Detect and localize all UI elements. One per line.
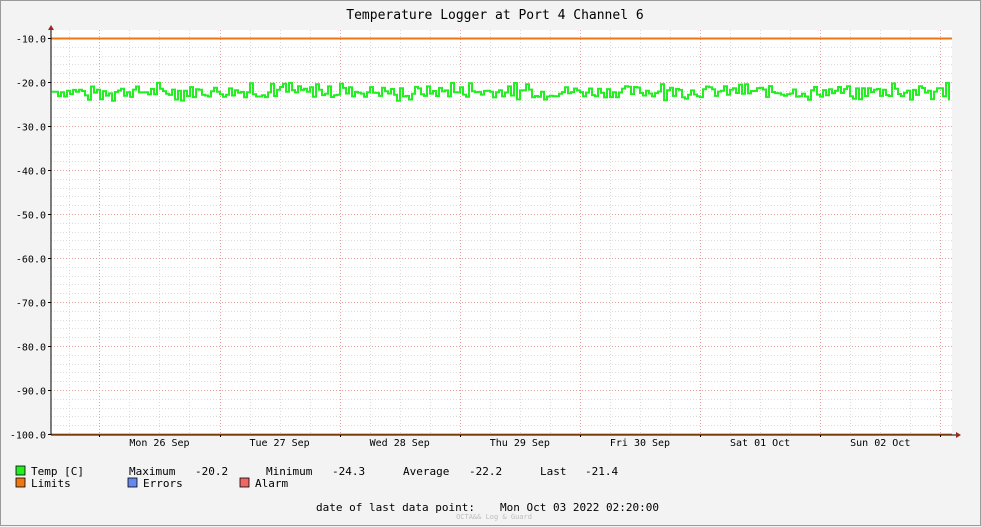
credit-watermark: OCTA&& Log & Guard: [456, 513, 532, 521]
y-axis-arrow: [48, 25, 54, 30]
y-tick-label: -30.0: [16, 123, 46, 134]
y-tick-label: -40.0: [16, 167, 46, 178]
stat-minimum-label: Minimum: [266, 465, 313, 478]
x-tick-label: Mon 26 Sep: [129, 438, 189, 449]
legend-swatch-errors: [127, 477, 138, 488]
stat-last-label: Last: [540, 465, 567, 478]
legend-swatch-temp: [15, 465, 26, 476]
stat-average-value: -22.2: [469, 465, 502, 478]
legend-swatch-alarm: [239, 477, 250, 488]
x-axis-arrow: [956, 432, 961, 438]
y-tick-label: -50.0: [16, 211, 46, 222]
stat-maximum-label: Maximum: [129, 465, 176, 478]
legend-label-errors: Errors: [143, 477, 183, 490]
legend-label-alarm: Alarm: [255, 477, 288, 490]
x-tick-label: Tue 27 Sep: [249, 438, 309, 449]
series-temp-line: [52, 81, 950, 102]
x-tick-label: Wed 28 Sep: [370, 438, 430, 449]
y-tick-label: -60.0: [16, 255, 46, 266]
stat-maximum-value: -20.2: [195, 465, 228, 478]
y-tick-label: -70.0: [16, 299, 46, 310]
stat-average-label: Average: [403, 465, 449, 478]
x-tick-label: Thu 29 Sep: [490, 438, 550, 449]
legend-label-temp: Temp [C]: [31, 465, 84, 478]
legend-swatch-limits: [15, 477, 26, 488]
last-data-point-label: date of last data point:: [316, 501, 475, 514]
y-axis-ticks: -10.0 -20.0 -30.0 -40.0 -50.0 -60.0 -70.0 -80.0…: [10, 35, 51, 442]
legend-label-limits: Limits: [31, 477, 71, 490]
last-data-point-value: Mon Oct 03 2022 02:20:00: [500, 501, 659, 514]
x-tick-label: Fri 30 Sep: [610, 438, 670, 449]
y-tick-label: -90.0: [16, 387, 46, 398]
y-tick-label: -100.0: [10, 431, 46, 442]
stat-last-value: -21.4: [585, 465, 618, 478]
stat-minimum-value: -24.3: [332, 465, 365, 478]
x-tick-label: Sat 01 Oct: [730, 438, 790, 449]
minor-grid: [51, 30, 952, 434]
x-tick-label: Sun 02 Oct: [850, 438, 910, 449]
y-tick-label: -10.0: [16, 35, 46, 46]
y-tick-label: -80.0: [16, 343, 46, 354]
y-tick-label: -20.0: [16, 79, 46, 90]
chart-title: Temperature Logger at Port 4 Channel 6: [346, 8, 643, 23]
x-axis-ticks: Mon 26 Sep Tue 27 Sep Wed 28 Sep Thu 29 Sep…: [99, 434, 941, 449]
